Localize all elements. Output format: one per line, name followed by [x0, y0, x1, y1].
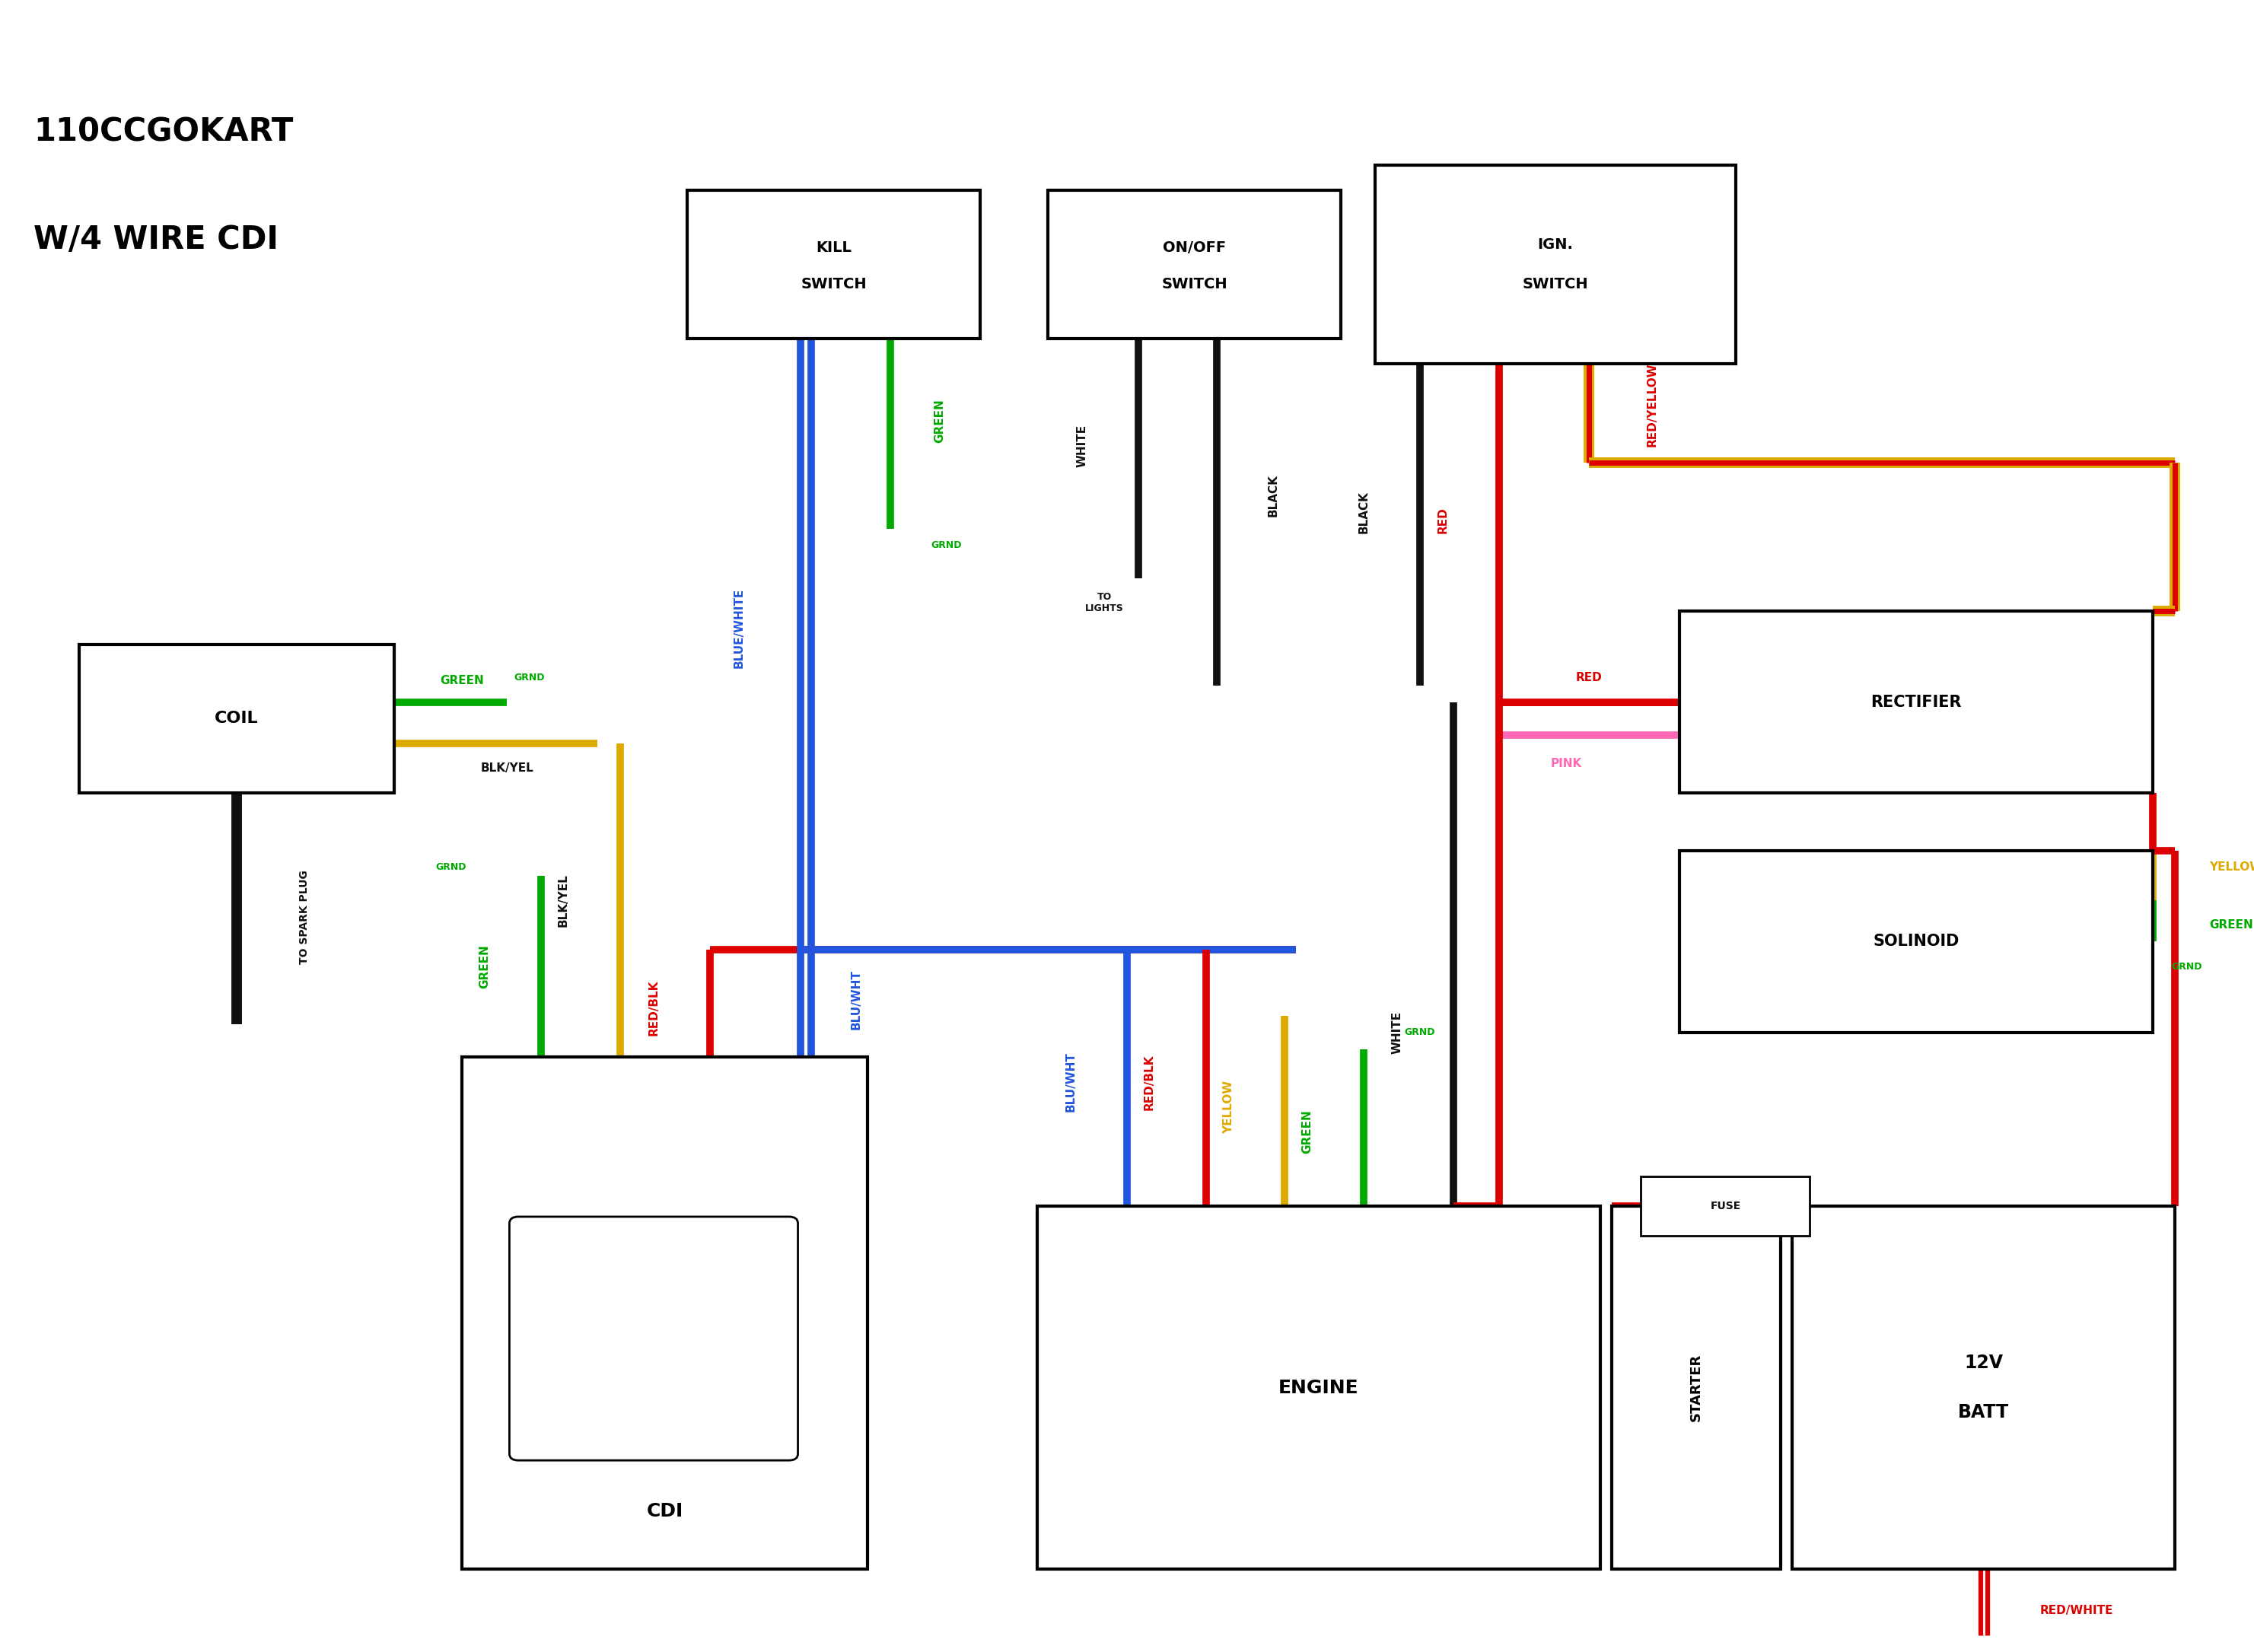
- Bar: [1792, 1206, 2175, 1569]
- Text: RED/WHITE: RED/WHITE: [2040, 1606, 2114, 1616]
- Text: SWITCH: SWITCH: [800, 278, 868, 291]
- Text: WHITE: WHITE: [1075, 425, 1089, 468]
- Text: BLU/WHT: BLU/WHT: [1064, 1052, 1077, 1112]
- Text: GREEN: GREEN: [440, 676, 485, 686]
- Text: WHITE: WHITE: [1391, 1011, 1404, 1054]
- Text: GRND: GRND: [1404, 1028, 1436, 1037]
- Bar: [1641, 1176, 1810, 1236]
- Bar: [1679, 611, 2153, 793]
- Text: BLUE/WHITE: BLUE/WHITE: [733, 588, 746, 667]
- Text: PINK: PINK: [1551, 758, 1582, 768]
- Text: GREEN: GREEN: [2209, 920, 2252, 930]
- Bar: [1048, 190, 1341, 339]
- Text: COIL: COIL: [214, 710, 259, 727]
- Text: SWITCH: SWITCH: [1161, 278, 1228, 291]
- Text: 12V: 12V: [1963, 1353, 2004, 1373]
- Text: TO
LIGHTS: TO LIGHTS: [1084, 593, 1125, 613]
- Text: GRND: GRND: [514, 672, 545, 682]
- Text: FUSE: FUSE: [1711, 1201, 1740, 1211]
- Text: RED: RED: [1436, 507, 1449, 534]
- Bar: [79, 644, 394, 793]
- Text: BATT: BATT: [1959, 1403, 2008, 1422]
- Text: BLU/WHT: BLU/WHT: [850, 970, 863, 1029]
- Text: SWITCH: SWITCH: [1521, 278, 1589, 291]
- Text: ON/OFF: ON/OFF: [1163, 241, 1226, 254]
- Text: IGN.: IGN.: [1537, 238, 1573, 251]
- Bar: [1037, 1206, 1600, 1569]
- Text: YELLOW: YELLOW: [2209, 862, 2254, 872]
- Text: SOLINOID: SOLINOID: [1873, 933, 1959, 950]
- Text: YELLOW: YELLOW: [1222, 1080, 1235, 1133]
- Text: BLACK: BLACK: [1267, 474, 1280, 517]
- Text: GREEN: GREEN: [478, 945, 491, 988]
- Text: ENGINE: ENGINE: [1278, 1378, 1359, 1398]
- Bar: [1612, 1206, 1781, 1569]
- Text: BLK/YEL: BLK/YEL: [557, 874, 570, 927]
- Text: RED/BLK: RED/BLK: [1143, 1054, 1156, 1110]
- Text: RECTIFIER: RECTIFIER: [1871, 694, 1961, 710]
- Text: GREEN: GREEN: [933, 400, 947, 443]
- Text: RED: RED: [1576, 672, 1603, 682]
- Text: CDI: CDI: [647, 1502, 683, 1521]
- Text: RED/YELLOW: RED/YELLOW: [1645, 363, 1659, 446]
- Bar: [1679, 851, 2153, 1032]
- Text: GREEN: GREEN: [1301, 1110, 1314, 1153]
- Text: GRND: GRND: [435, 862, 467, 872]
- Text: RED/BLK: RED/BLK: [647, 980, 660, 1036]
- Text: BLK/YEL: BLK/YEL: [480, 763, 534, 773]
- Text: GRND: GRND: [2171, 961, 2202, 971]
- Text: 110CCGOKART: 110CCGOKART: [34, 116, 293, 149]
- Bar: [687, 190, 980, 339]
- FancyBboxPatch shape: [509, 1216, 798, 1460]
- Text: STARTER: STARTER: [1688, 1353, 1704, 1422]
- Bar: [462, 1057, 868, 1569]
- Text: KILL: KILL: [816, 241, 852, 254]
- Text: TO SPARK PLUG: TO SPARK PLUG: [300, 869, 309, 965]
- Bar: [1375, 165, 1736, 363]
- Text: GRND: GRND: [931, 540, 962, 550]
- Text: W/4 WIRE CDI: W/4 WIRE CDI: [34, 223, 279, 256]
- Text: BLACK: BLACK: [1357, 491, 1370, 534]
